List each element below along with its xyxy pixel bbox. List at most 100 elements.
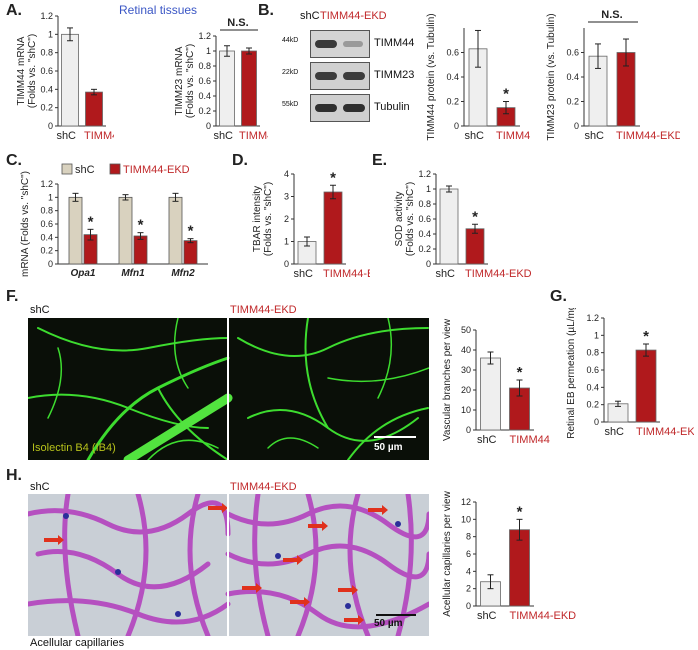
blot-header-shc: shC (300, 10, 320, 22)
x-tick-label: TIMM44-EKD (510, 434, 551, 446)
bar (85, 91, 103, 127)
panel-label-c: C. (6, 152, 22, 169)
y-tick-label: 2 (466, 584, 471, 594)
y-tick-label: 0.4 (566, 72, 579, 82)
y-tick-label: 1.2 (40, 179, 53, 189)
bar (439, 188, 459, 265)
y-tick-label: 1 (48, 29, 53, 39)
blot-mw-timm23: 22kD (282, 69, 299, 76)
y-tick-label: 0.6 (40, 66, 53, 76)
y-tick-label: 0.4 (40, 232, 53, 242)
x-tick-label: TIMM44-EKD (239, 130, 268, 142)
legend-swatch (61, 163, 73, 175)
x-tick-label: TIMM44-EKD (465, 268, 532, 280)
bar (323, 191, 343, 265)
chart-acellular-capillaries: 0 2 4 6 8 10 12 Acellular capillaries per view s… (442, 490, 576, 622)
blot-mw-tubulin: 55kD (282, 101, 299, 108)
y-tick-label: 40 (461, 345, 471, 355)
y-tick-label: 1 (594, 330, 599, 340)
y-tick-label: 0.8 (198, 61, 211, 71)
capillary-scalebar (376, 614, 416, 616)
x-tick-label: TIMM44-EKD (84, 130, 114, 142)
bar (61, 33, 79, 127)
bar (465, 228, 485, 265)
chart-sod: 0 0.2 0.4 0.6 0.8 1 1.2 SOD activity (Folds vs. … (394, 169, 532, 280)
blot-header-ekd: TIMM44-EKD (320, 10, 387, 22)
y-tick-label: 10 (461, 405, 471, 415)
y-tick-label: 0.6 (446, 48, 459, 58)
bar (509, 529, 530, 607)
y-tick-label: 0.4 (198, 91, 211, 101)
y-tick-label: 50 (461, 325, 471, 335)
y-axis-title: mRNA (Folds vs. "shC") (20, 171, 31, 277)
y-tick-label: 0.8 (40, 48, 53, 58)
chart-tbar: 0 1 2 3 4 TBAR intensity (Folds vs. "shC") shC *… (252, 169, 370, 280)
chart-vascular-branches: 0 10 20 30 40 50 Vascular branches per view shC… (442, 318, 551, 446)
y-tick-label: 2 (284, 214, 289, 224)
y-tick-label: 4 (284, 169, 289, 179)
blot-band-timm23 (310, 62, 370, 90)
y-axis-title: TIMM23 protein (vs. Tubulin) (546, 13, 557, 140)
ns-label: N.S. (601, 9, 622, 21)
y-tick-label: 0.2 (40, 246, 53, 256)
chart-timm44-protein: 0 0.2 0.4 0.6 TIMM44 protein (vs. Tubulin) sh… (426, 13, 530, 142)
significance-star: * (517, 503, 523, 520)
x-tick-label: TIMM44-EKD (496, 130, 530, 142)
y-tick-label: 1 (206, 46, 211, 56)
blot-protein-timm44: TIMM44 (374, 37, 415, 49)
y-tick-label: 0 (466, 425, 471, 435)
bar (219, 50, 235, 127)
legend-label: shC (75, 164, 95, 176)
blot-protein-timm23: TIMM23 (374, 69, 415, 81)
y-tick-label: 1.2 (418, 169, 431, 179)
western-blot: shC TIMM44-EKD 44kD TIMM44 22kD TIMM23 5… (282, 10, 416, 128)
y-tick-label: 8 (466, 532, 471, 542)
blot-band-timm44 (310, 30, 370, 58)
y-axis-title: Retinal EB permeation (µL/mg) (566, 308, 577, 439)
x-tick-label: shC (477, 434, 497, 446)
y-tick-label: 12 (461, 497, 471, 507)
y-tick-label: 0.4 (418, 229, 431, 239)
y-tick-label: 0.2 (40, 103, 53, 113)
blot-mw-timm44: 44kD (282, 37, 299, 44)
panel-f-label-shc: shC (30, 304, 50, 316)
legend-swatch (109, 163, 121, 175)
y-tick-label: 0 (48, 121, 53, 131)
y-tick-label: 0 (594, 417, 599, 427)
y-tick-label: 10 (461, 514, 471, 524)
y-tick-label: 6 (466, 549, 471, 559)
significance-star: * (88, 213, 94, 230)
x-tick-label: shC (584, 130, 604, 142)
y-tick-label: 30 (461, 365, 471, 375)
blot-band-tubulin (310, 94, 370, 122)
y-tick-label: 0.6 (566, 48, 579, 58)
x-tick-label: shC (477, 610, 497, 622)
y-tick-label: 1 (284, 237, 289, 247)
y-tick-label: 0 (574, 121, 579, 131)
y-tick-label: 0 (48, 259, 53, 269)
chart-timm44-mrna: 0 0.2 0.4 0.6 0.8 1 1.2 TIMM44 mRNA (Folds vs. "… (16, 11, 114, 142)
y-tick-label: 0.8 (418, 199, 431, 209)
y-tick-label: 0.4 (40, 84, 53, 94)
capillary-scale-text: 50 µm (374, 618, 403, 629)
x-tick-label: TIMM44-EKD (616, 130, 680, 142)
y-tick-label: 0.4 (586, 382, 599, 392)
x-tick-label: shC (56, 130, 76, 142)
chart-eb-permeation: 0 0.2 0.4 0.6 0.8 1 1.2 Retinal EB permeation (… (566, 308, 694, 439)
bar (133, 235, 148, 265)
panel-h-label-shc: shC (30, 481, 50, 493)
y-axis-title: TIMM23 mRNA (174, 46, 185, 115)
bar (168, 196, 183, 265)
y-axis-title: (Folds vs. "shC") (405, 182, 416, 256)
x-tick-label: TIMM44-EKD (323, 268, 370, 280)
y-axis-title: Acellular capillaries per view (442, 490, 453, 616)
panel-label-b: B. (258, 2, 274, 19)
bar (68, 196, 83, 265)
x-tick-label: Opa1 (70, 268, 95, 279)
significance-star: * (188, 223, 194, 240)
y-tick-label: 0.4 (446, 72, 459, 82)
ib4-scalebar (374, 436, 416, 438)
significance-star: * (472, 208, 478, 225)
y-tick-label: 4 (466, 566, 471, 576)
chart-timm23-mrna: 0 0.2 0.4 0.6 0.8 1 1.2 TIMM23 mRNA (Folds vs. "… (174, 17, 268, 142)
